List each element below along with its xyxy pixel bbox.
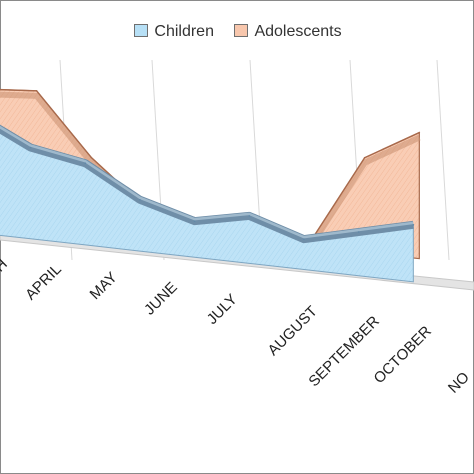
point-children-june [139,198,141,201]
tick-label-march: H [0,256,11,276]
legend-entry-adolescents: Adolescents [234,23,342,41]
tick-label-april: APRIL [22,261,65,304]
legend-swatch-adolescents [234,24,249,37]
tick-label-june: JUNE [141,279,181,319]
tick-label-october: OCTOBER [371,323,435,387]
point-children-may [84,162,87,165]
legend-entry-children: Children [134,23,214,41]
legend-label-children: Children [154,23,214,40]
point-adolescents-october [363,156,366,159]
legend-label-adolescents: Adolescents [254,23,342,40]
series-children [0,124,415,283]
point-adolescents-may [90,156,93,159]
point-children-august [248,215,251,217]
point-children-november [412,224,415,226]
point-children-april [29,146,32,149]
tick-label-november: NO [445,369,473,397]
tick-label-september: SEPTEMBER [305,313,383,391]
point-children-july [193,220,196,222]
tick-label-july: JULY [204,291,241,328]
point-children-october [357,231,360,233]
tick-label-may: MAY [87,269,121,303]
series-ribbon-highlight-children [0,125,414,239]
gridline-5 [436,59,450,261]
legend: Children Adolescents [1,23,473,41]
legend-swatch-children [134,24,149,37]
point-adolescents-november [418,131,421,134]
point-children-september [303,238,305,240]
point-adolescents-april [35,90,38,92]
tick-label-august: AUGUST [265,303,321,359]
